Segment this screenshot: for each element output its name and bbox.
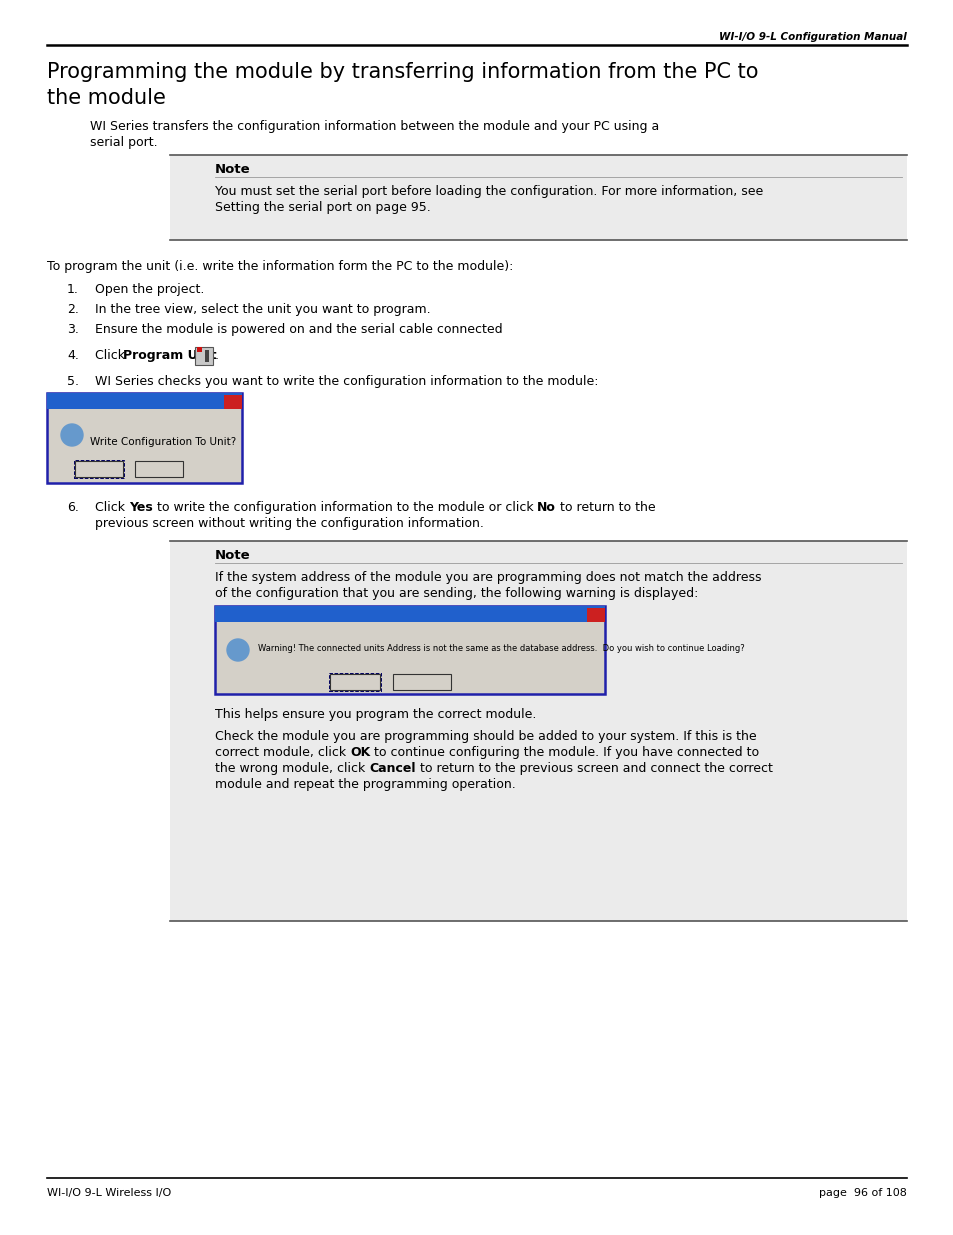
Text: WI Series transfers the configuration information between the module and your PC: WI Series transfers the configuration in… — [90, 120, 659, 133]
Bar — [47, 393, 242, 409]
Text: x: x — [592, 610, 598, 620]
Bar — [214, 606, 604, 622]
Text: Ensure the module is powered on and the serial cable connected: Ensure the module is powered on and the … — [95, 324, 502, 336]
Text: x: x — [230, 396, 236, 408]
Text: Note: Note — [214, 163, 251, 177]
Text: In the tree view, select the unit you want to program.: In the tree view, select the unit you wa… — [95, 303, 430, 316]
Text: to return to the previous screen and connect the correct: to return to the previous screen and con… — [416, 762, 772, 776]
Text: of the configuration that you are sending, the following warning is displayed:: of the configuration that you are sendin… — [214, 587, 698, 600]
Text: to write the configuration information to the module or click: to write the configuration information t… — [152, 501, 537, 514]
Text: previous screen without writing the configuration information.: previous screen without writing the conf… — [95, 517, 483, 530]
Bar — [74, 459, 124, 478]
Bar — [196, 347, 202, 352]
Text: Open the project.: Open the project. — [95, 283, 204, 296]
Text: Confirm: Confirm — [52, 396, 95, 408]
Text: Click: Click — [95, 350, 129, 362]
Text: serial port.: serial port. — [90, 136, 157, 149]
Bar — [224, 395, 242, 409]
Circle shape — [227, 638, 249, 661]
Text: Programming the module by transferring information from the PC to: Programming the module by transferring i… — [47, 62, 758, 82]
Text: to continue configuring the module. If you have connected to: to continue configuring the module. If y… — [370, 746, 759, 760]
Text: 1.: 1. — [67, 283, 79, 296]
Text: To program the unit (i.e. write the information form the PC to the module):: To program the unit (i.e. write the info… — [47, 261, 513, 273]
Text: No: No — [152, 468, 166, 478]
Text: Click: Click — [95, 501, 129, 514]
Text: the module: the module — [47, 88, 166, 107]
Text: No: No — [537, 501, 556, 514]
Bar — [205, 350, 209, 362]
Text: module and repeat the programming operation.: module and repeat the programming operat… — [214, 778, 516, 790]
Text: 5.: 5. — [67, 375, 79, 388]
Text: Setting the serial port on page 95.: Setting the serial port on page 95. — [214, 201, 431, 214]
Bar — [329, 673, 380, 692]
Text: Note: Note — [214, 550, 251, 562]
Bar — [330, 674, 379, 690]
Circle shape — [61, 424, 83, 446]
Bar — [194, 347, 213, 366]
Bar — [135, 461, 183, 477]
Text: page  96 of 108: page 96 of 108 — [819, 1188, 906, 1198]
Text: This helps ensure you program the correct module.: This helps ensure you program the correc… — [214, 708, 536, 721]
Text: ?: ? — [68, 427, 76, 441]
Text: WI Series checks you want to write the configuration information to the module:: WI Series checks you want to write the c… — [95, 375, 598, 388]
Text: Cancel: Cancel — [369, 762, 416, 776]
Text: Check the module you are programming should be added to your system. If this is : Check the module you are programming sho… — [214, 730, 756, 743]
Text: You must set the serial port before loading the configuration. For more informat: You must set the serial port before load… — [214, 185, 762, 198]
Bar — [75, 461, 123, 477]
Text: WI-I/O 9-L Wireless I/O: WI-I/O 9-L Wireless I/O — [47, 1188, 172, 1198]
Text: to return to the: to return to the — [556, 501, 655, 514]
Text: correct module, click: correct module, click — [214, 746, 350, 760]
Text: 6.: 6. — [67, 501, 79, 514]
Text: If the system address of the module you are programming does not match the addre: If the system address of the module you … — [214, 571, 760, 584]
Text: Program Unit: Program Unit — [123, 350, 216, 362]
Bar — [170, 156, 906, 240]
Bar — [393, 674, 451, 690]
Text: 3.: 3. — [67, 324, 79, 336]
Text: .: . — [214, 350, 219, 362]
Bar — [47, 393, 242, 483]
Text: Cancel: Cancel — [404, 680, 439, 692]
Text: the wrong module, click: the wrong module, click — [214, 762, 369, 776]
Text: 4.: 4. — [67, 350, 79, 362]
Text: OK: OK — [350, 746, 370, 760]
Text: ?: ? — [233, 642, 242, 656]
Text: Yes: Yes — [129, 501, 152, 514]
Text: Confirm: Confirm — [220, 610, 263, 620]
Text: 2.: 2. — [67, 303, 79, 316]
Bar — [170, 541, 906, 921]
Text: Yes: Yes — [91, 468, 108, 478]
Text: WI-I/O 9-L Configuration Manual: WI-I/O 9-L Configuration Manual — [719, 32, 906, 42]
Text: Warning! The connected units Address is not the same as the database address.  D: Warning! The connected units Address is … — [257, 643, 744, 653]
Bar — [214, 606, 604, 694]
Bar — [586, 608, 604, 622]
Text: Write Configuration To Unit?: Write Configuration To Unit? — [90, 437, 236, 447]
Text: OK: OK — [347, 680, 362, 692]
